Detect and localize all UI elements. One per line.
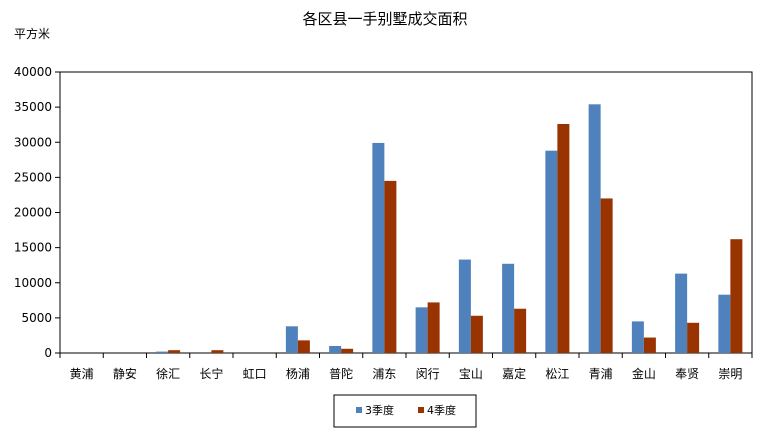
bar-q4-5	[297, 340, 310, 353]
bar-q3-12	[588, 104, 601, 353]
y-tick-label: 40000	[14, 65, 52, 79]
x-axis: 黄浦 静安 徐汇 长宁 虹口 杨浦 普陀 浦东 闵行 宝山 嘉定 松江 青浦 金山 奉贤 崇明	[59, 353, 753, 381]
legend-label: 4季度	[427, 403, 456, 417]
bar-q3-11	[545, 150, 558, 353]
x-category-label: 宝山	[459, 367, 483, 381]
bars	[156, 104, 743, 353]
x-category-label: 虹口	[243, 367, 267, 381]
bar-q3-13	[631, 321, 644, 353]
x-category-label: 奉贤	[675, 367, 699, 381]
bar-q3-15	[718, 294, 731, 353]
bar-q4-11	[557, 123, 570, 353]
bar-q4-15	[730, 239, 743, 353]
x-category-label: 静安	[113, 366, 137, 381]
x-category-label: 闵行	[416, 366, 440, 381]
bar-q3-2	[156, 351, 169, 353]
x-category-label: 徐汇	[156, 366, 180, 381]
legend-swatch	[418, 407, 424, 413]
bar-q4-10	[514, 308, 527, 353]
x-category-label: 嘉定	[502, 366, 526, 381]
bar-q4-9	[470, 315, 483, 353]
x-category-label: 松江	[545, 367, 569, 381]
chart-title: 各区县一手别墅成交面积	[302, 10, 467, 28]
y-axis: 0 5000 10000 15000 20000 25000 30000 35000 40000	[14, 65, 60, 360]
legend: 3季度 4季度	[333, 394, 477, 428]
y-tick-label: 30000	[14, 135, 52, 149]
bar-q4-6	[341, 348, 354, 353]
bar-q3-14	[675, 273, 688, 353]
y-tick-label: 25000	[14, 170, 52, 184]
x-category-label: 金山	[632, 366, 656, 381]
bar-q3-5	[285, 326, 298, 353]
y-tick-label: 35000	[14, 100, 52, 114]
bar-q4-2	[168, 350, 181, 353]
y-tick-label: 10000	[14, 276, 52, 290]
x-category-label: 普陀	[329, 366, 353, 381]
bar-q4-14	[687, 322, 700, 353]
legend-swatch	[356, 407, 362, 413]
x-category-label: 青浦	[589, 367, 613, 381]
bar-q4-12	[600, 198, 613, 353]
y-axis-unit-label: 平方米	[14, 26, 50, 41]
x-category-label: 杨浦	[286, 366, 310, 381]
bar-q3-10	[502, 263, 515, 353]
bar-q4-13	[643, 337, 656, 353]
bar-q3-8	[415, 307, 428, 353]
x-category-label: 浦东	[372, 367, 396, 381]
y-tick-label: 20000	[14, 206, 52, 220]
x-category-label: 黄浦	[70, 367, 94, 381]
y-tick-label: 15000	[14, 241, 52, 255]
bar-q4-8	[427, 302, 440, 353]
y-tick-label: 0	[44, 346, 52, 360]
bar-q3-7	[372, 142, 385, 353]
bar-q3-6	[329, 345, 342, 353]
bar-q4-7	[384, 180, 397, 353]
legend-label: 3季度	[365, 403, 394, 417]
x-category-label: 崇明	[718, 367, 742, 381]
x-category-label: 长宁	[199, 366, 223, 381]
plot-area	[59, 71, 753, 354]
y-tick-label: 5000	[21, 311, 52, 325]
bar-q4-3	[211, 350, 224, 353]
bar-q3-9	[458, 259, 471, 353]
